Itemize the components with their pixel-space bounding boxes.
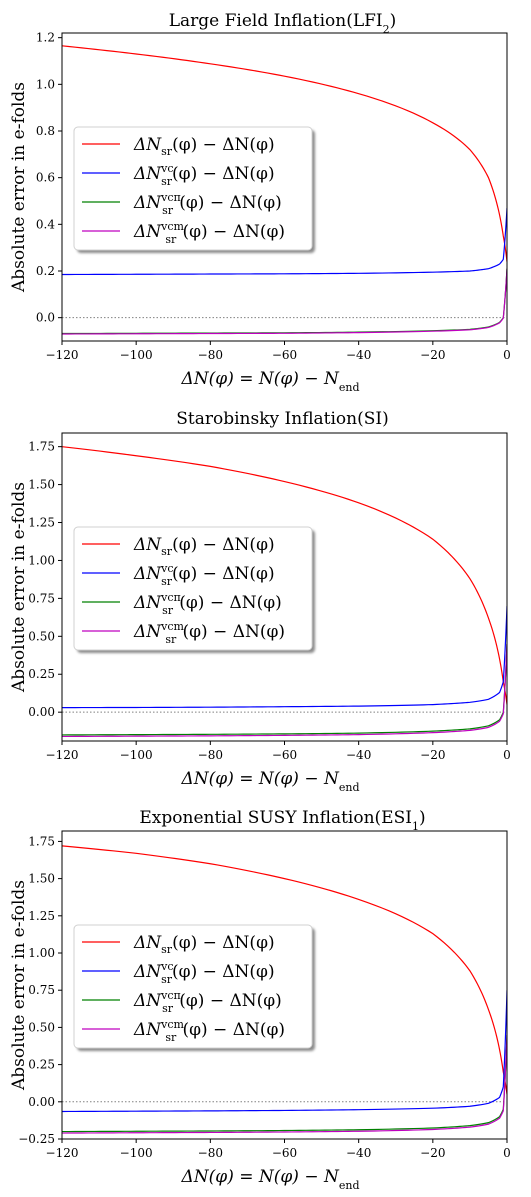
series-line-3 — [62, 268, 507, 335]
y-tick-label: 1.2 — [36, 31, 55, 45]
x-tick-label: −80 — [198, 348, 223, 362]
x-tick-label: −80 — [198, 1146, 223, 1160]
legend-label-3: ΔNvcπ sr (φ) − ΔN(φ) — [133, 989, 282, 1015]
x-tick-label: −100 — [120, 348, 153, 362]
series-line-1 — [62, 45, 507, 262]
chart-title: Large Field Inflation(LFI2) — [169, 11, 397, 36]
series-line-2 — [62, 207, 507, 276]
series-line-3 — [62, 643, 507, 736]
x-tick-label: −40 — [346, 748, 371, 762]
legend-box — [73, 526, 313, 651]
legend-label-2: ΔNvc sr(φ) − ΔN(φ) — [133, 562, 275, 588]
chart-title: Exponential SUSY Inflation(ESI1) — [139, 808, 425, 833]
y-tick-label: 1.00 — [28, 946, 55, 960]
series-line-1 — [62, 845, 507, 1095]
y-axis-label: Absolute error in e-folds — [9, 82, 29, 293]
series-line-4 — [62, 268, 507, 335]
y-tick-label: 0.75 — [28, 983, 55, 997]
x-tick-label: 0 — [503, 1146, 511, 1160]
x-tick-label: −120 — [46, 748, 79, 762]
chart-panel-3: Exponential SUSY Inflation(ESI1) −0.25 0.0… — [9, 808, 511, 1192]
x-axis-label: ΔN(φ) = N(φ) − Nend — [181, 369, 360, 394]
x-tick-label: −20 — [420, 748, 445, 762]
legend-label-1: ΔNsr(φ) − ΔN(φ) — [133, 535, 275, 558]
y-tick-label: 1.75 — [28, 440, 55, 454]
x-tick-label: −20 — [420, 1146, 445, 1160]
legend-label-2: ΔNvc sr(φ) − ΔN(φ) — [133, 960, 275, 986]
x-tick-label: −60 — [272, 748, 297, 762]
legend-label-3: ΔNvcπ sr (φ) − ΔN(φ) — [133, 591, 282, 617]
legend-label-1: ΔNsr(φ) − ΔN(φ) — [133, 933, 275, 956]
y-tick-label: 1.50 — [28, 872, 55, 886]
legend-label-4: ΔNvcm sr (φ) − ΔN(φ) — [133, 1018, 285, 1044]
y-tick-label: 1.25 — [28, 516, 55, 530]
x-tick-label: −20 — [420, 348, 445, 362]
x-tick-label: −120 — [46, 348, 79, 362]
series-line-2 — [62, 605, 507, 709]
y-tick-label: 0.50 — [28, 629, 55, 643]
series-line-3 — [62, 1034, 507, 1133]
series-group — [62, 446, 507, 738]
legend: ΔNsr(φ) − ΔN(φ) ΔNvc sr(φ) − ΔN(φ) ΔNvcπ sr(… — [73, 526, 313, 651]
x-tick-label: −60 — [272, 1146, 297, 1160]
legend-label-1: ΔNsr(φ) − ΔN(φ) — [133, 135, 275, 158]
legend-box — [73, 126, 313, 251]
y-tick-label: −0.25 — [18, 1132, 55, 1146]
x-tick-label: −100 — [120, 1146, 153, 1160]
series-line-4 — [62, 643, 507, 738]
legend: ΔNsr(φ) − ΔN(φ) ΔNvc sr(φ) − ΔN(φ) ΔNvcπ sr(… — [73, 924, 313, 1049]
x-tick-label: −100 — [120, 748, 153, 762]
y-axis-label: Absolute error in e-folds — [9, 880, 29, 1091]
series-group — [62, 45, 507, 335]
series-line-4 — [62, 1034, 507, 1134]
y-tick-label: 0.6 — [36, 171, 55, 185]
legend-label-2: ΔNvc sr(φ) − ΔN(φ) — [133, 162, 275, 188]
legend-label-3: ΔNvcπ sr (φ) − ΔN(φ) — [133, 191, 282, 217]
y-tick-label: 0.25 — [28, 1058, 55, 1072]
y-tick-label: 0.00 — [28, 705, 55, 719]
x-tick-label: 0 — [503, 748, 511, 762]
y-tick-label: 0.8 — [36, 124, 55, 138]
y-tick-label: 0.2 — [36, 264, 55, 278]
y-axis-label: Absolute error in e-folds — [9, 482, 29, 693]
x-tick-label: −40 — [346, 348, 371, 362]
y-tick-label: 1.50 — [28, 478, 55, 492]
y-tick-label: 0.4 — [36, 217, 55, 231]
y-tick-label: 0.25 — [28, 667, 55, 681]
legend-box — [73, 924, 313, 1049]
chart-panel-2: Starobinsky Inflation(SI) 0.00 0.25 0.50 0.7… — [9, 409, 511, 794]
x-tick-label: −120 — [46, 1146, 79, 1160]
legend-label-4: ΔNvcm sr (φ) − ΔN(φ) — [133, 620, 285, 646]
x-tick-label: −60 — [272, 348, 297, 362]
y-tick-label: 0.75 — [28, 591, 55, 605]
x-axis-label: ΔN(φ) = N(φ) − Nend — [181, 769, 360, 794]
series-line-1 — [62, 446, 507, 705]
y-tick-label: 0.0 — [36, 311, 55, 325]
chart-panel-1: Large Field Inflation(LFI2) 0.0 0.2 0.4 0.6 0… — [9, 11, 511, 394]
chart-title: Starobinsky Inflation(SI) — [176, 409, 389, 429]
series-line-2 — [62, 990, 507, 1113]
x-axis-label: ΔN(φ) = N(φ) − Nend — [181, 1167, 360, 1192]
series-group — [62, 845, 507, 1134]
y-tick-label: 1.0 — [36, 77, 55, 91]
y-tick-label: 1.00 — [28, 553, 55, 567]
legend-label-4: ΔNvcm sr (φ) − ΔN(φ) — [133, 220, 285, 246]
x-tick-label: −80 — [198, 748, 223, 762]
x-tick-label: 0 — [503, 348, 511, 362]
y-tick-label: 1.25 — [28, 909, 55, 923]
y-tick-label: 1.75 — [28, 834, 55, 848]
y-tick-label: 0.00 — [28, 1095, 55, 1109]
legend: ΔNsr(φ) − ΔN(φ) ΔNvc sr(φ) − ΔN(φ) ΔNvcπ sr(… — [73, 126, 313, 251]
y-tick-label: 0.50 — [28, 1020, 55, 1034]
x-tick-label: −40 — [346, 1146, 371, 1160]
